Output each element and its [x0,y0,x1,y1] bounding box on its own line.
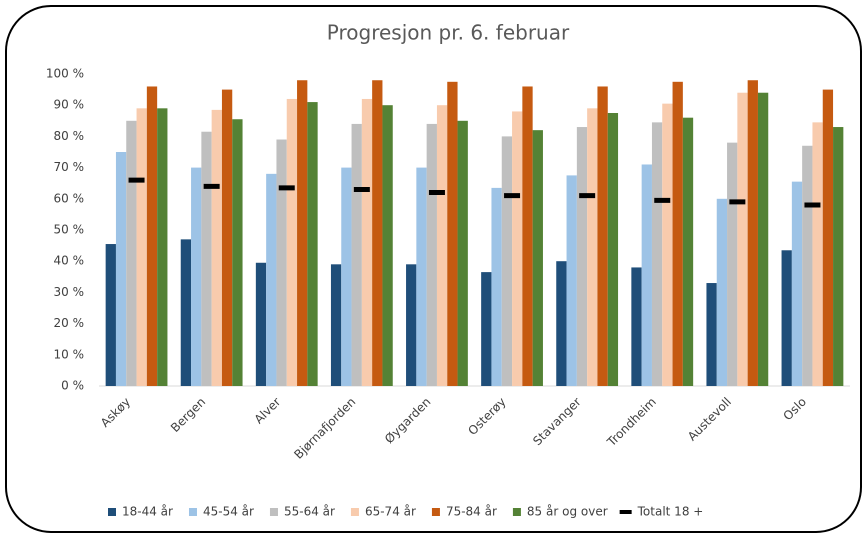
bar [706,283,717,386]
bar [791,181,803,386]
bar [481,272,492,386]
chart-title: Progresjon pr. 6. februar [327,21,570,45]
bar [822,89,834,386]
legend-label: 45-54 år [203,505,254,519]
y-tick-label: 30 % [54,285,85,299]
bar [105,244,116,386]
y-tick-label: 100 % [46,67,84,81]
y-tick-label: 20 % [54,316,85,330]
bar [136,108,147,386]
bar [146,86,158,386]
bar [737,92,748,386]
bar [191,167,202,386]
bar [297,80,308,387]
bar [266,173,277,386]
bar [211,109,222,386]
legend-swatch [188,508,197,516]
y-tick-label: 10 % [54,347,85,361]
y-tick-label: 60 % [54,191,85,205]
bar [727,142,738,386]
legend-swatch [431,508,440,516]
bar [607,113,619,386]
y-tick-label: 0 % [61,379,84,393]
bar [221,89,233,386]
bar [286,98,298,387]
y-tick-label: 50 % [54,223,85,237]
bar [556,261,567,386]
y-tick-label: 90 % [54,98,85,112]
bar [522,86,533,386]
legend-label: 75-84 år [446,505,497,519]
bar [447,81,458,387]
bar [416,167,427,386]
bar [361,98,373,387]
bar [126,120,137,387]
bar [576,127,588,386]
bar [232,119,243,387]
bar [180,239,192,386]
bar [631,267,642,386]
bar [201,131,212,386]
bar [255,262,267,386]
legend-swatch [350,508,359,516]
bar [802,145,813,386]
bar [747,80,758,387]
legend-swatch [269,508,278,516]
bar [532,130,543,386]
legend-label: 85 år og over [527,505,608,519]
bar [276,139,287,386]
bar [833,127,844,386]
bar [587,108,598,386]
bar [406,264,417,386]
y-tick-label: 70 % [54,160,85,174]
bar [157,108,168,386]
bar [330,264,342,386]
y-tick-label: 80 % [54,129,85,143]
legend-label: Totalt 18 + [637,505,704,519]
bar [426,123,437,387]
bar [372,80,383,387]
bar [351,123,362,387]
legend-swatch [108,508,116,516]
bar [641,164,652,386]
legend-swatch [512,508,521,516]
bar [512,111,523,386]
bar [436,105,448,386]
legend-label: 18-44 år [122,505,173,519]
bar [457,120,468,387]
legend-label: 65-74 år [365,505,416,519]
bar [341,167,352,386]
bar [757,92,769,386]
bar [597,86,608,386]
bar [812,122,823,387]
bar [662,103,673,386]
bar [307,102,318,386]
y-tick-label: 40 % [54,254,85,268]
bar [651,122,663,387]
bar [491,187,502,386]
legend-label: 55-64 år [284,505,335,519]
bar [672,81,683,387]
bar [781,250,792,386]
bar [382,105,393,386]
bar [716,198,728,386]
bar [115,152,127,386]
bar [566,175,577,386]
bar [501,136,513,386]
bar [682,117,694,387]
